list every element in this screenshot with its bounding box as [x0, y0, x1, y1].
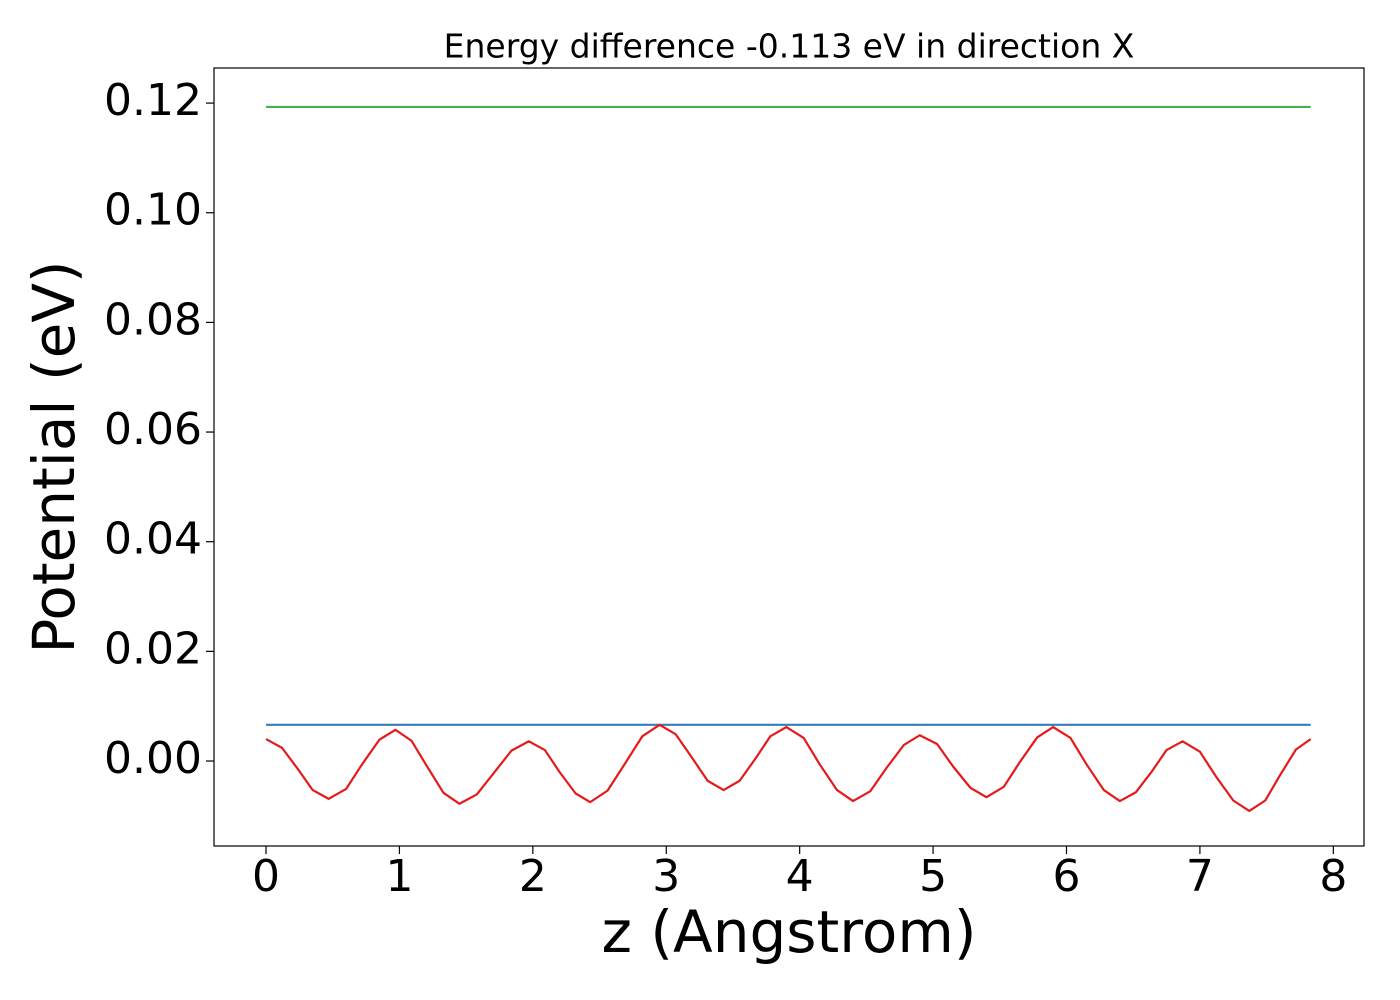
- y-tick-label: 0.06: [104, 404, 202, 455]
- y-tick-label: 0.04: [104, 514, 202, 565]
- x-tick-label: 6: [1052, 851, 1080, 902]
- y-tick-label: 0.08: [104, 294, 202, 345]
- x-tick-label: 4: [786, 851, 814, 902]
- plot-frame: [213, 67, 1365, 847]
- y-tick-label: 0.12: [104, 75, 202, 126]
- x-tick-label: 5: [919, 851, 947, 902]
- y-tick-label: 0.10: [104, 185, 202, 236]
- x-tick-label: 7: [1186, 851, 1214, 902]
- x-tick-label: 3: [652, 851, 680, 902]
- x-tick-label: 8: [1319, 851, 1347, 902]
- y-tick-label: 0.02: [104, 623, 202, 674]
- y-axis-label: Potential (eV): [20, 260, 88, 653]
- x-tick-label: 2: [519, 851, 547, 902]
- x-tick-label: 1: [385, 851, 413, 902]
- x-tick-label: 0: [252, 851, 280, 902]
- y-tick-label: 0.00: [104, 733, 202, 784]
- line-series: [265, 723, 1312, 813]
- x-axis-label: z (Angstrom): [602, 898, 977, 966]
- chart-title: Energy difference -0.113 eV in direction…: [444, 27, 1135, 66]
